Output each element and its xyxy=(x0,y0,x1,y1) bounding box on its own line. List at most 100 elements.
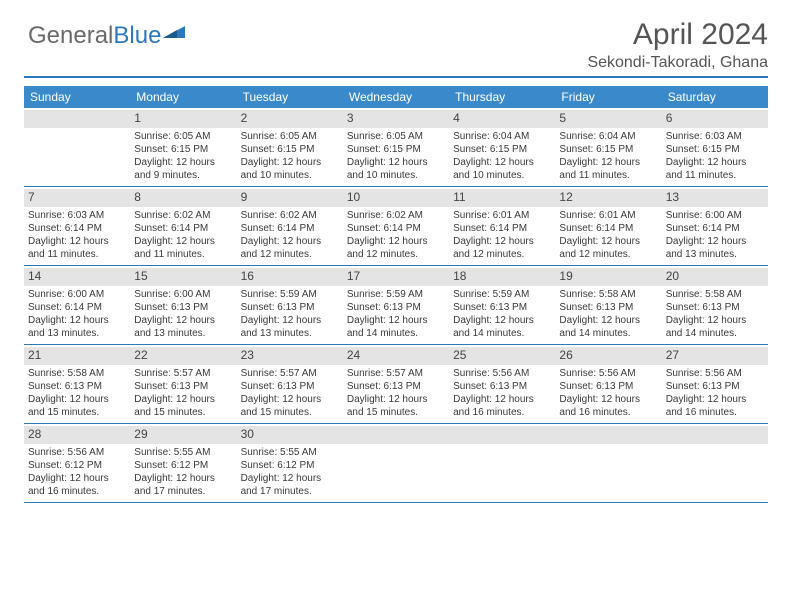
sunset-text: Sunset: 6:14 PM xyxy=(28,222,126,235)
daylight-text-1: Daylight: 12 hours xyxy=(453,156,551,169)
calendar-day: 24Sunrise: 5:57 AMSunset: 6:13 PMDayligh… xyxy=(343,345,449,423)
calendar-day: 2Sunrise: 6:05 AMSunset: 6:15 PMDaylight… xyxy=(237,108,343,186)
calendar-week: 21Sunrise: 5:58 AMSunset: 6:13 PMDayligh… xyxy=(24,345,768,424)
sunrise-text: Sunrise: 5:59 AM xyxy=(241,288,339,301)
calendar-week: 28Sunrise: 5:56 AMSunset: 6:12 PMDayligh… xyxy=(24,424,768,503)
sunset-text: Sunset: 6:13 PM xyxy=(241,380,339,393)
daylight-text-2: and 17 minutes. xyxy=(134,485,232,498)
sunrise-text: Sunrise: 5:57 AM xyxy=(347,367,445,380)
daylight-text-2: and 10 minutes. xyxy=(347,169,445,182)
sunrise-text: Sunrise: 6:05 AM xyxy=(347,130,445,143)
sunset-text: Sunset: 6:13 PM xyxy=(241,301,339,314)
page-subtitle: Sekondi-Takoradi, Ghana xyxy=(24,54,768,78)
day-number: 29 xyxy=(130,426,236,444)
daylight-text-2: and 11 minutes. xyxy=(134,248,232,261)
weekday-header: Wednesday xyxy=(343,86,449,108)
daylight-text-1: Daylight: 12 hours xyxy=(559,314,657,327)
calendar-day: 15Sunrise: 6:00 AMSunset: 6:13 PMDayligh… xyxy=(130,266,236,344)
daylight-text-2: and 17 minutes. xyxy=(241,485,339,498)
sunset-text: Sunset: 6:12 PM xyxy=(134,459,232,472)
weekday-header: Monday xyxy=(130,86,236,108)
calendar-day: 10Sunrise: 6:02 AMSunset: 6:14 PMDayligh… xyxy=(343,187,449,265)
daylight-text-1: Daylight: 12 hours xyxy=(241,235,339,248)
sunset-text: Sunset: 6:15 PM xyxy=(241,143,339,156)
day-number: 1 xyxy=(130,110,236,128)
daylight-text-1: Daylight: 12 hours xyxy=(666,393,764,406)
day-number: 6 xyxy=(662,110,768,128)
weekday-header: Sunday xyxy=(24,86,130,108)
daylight-text-2: and 12 minutes. xyxy=(453,248,551,261)
sunset-text: Sunset: 6:13 PM xyxy=(559,380,657,393)
sunset-text: Sunset: 6:13 PM xyxy=(134,380,232,393)
daylight-text-1: Daylight: 12 hours xyxy=(241,393,339,406)
day-number: 11 xyxy=(449,189,555,207)
daylight-text-1: Daylight: 12 hours xyxy=(347,314,445,327)
day-number: 2 xyxy=(237,110,343,128)
daylight-text-2: and 16 minutes. xyxy=(28,485,126,498)
calendar-day: 17Sunrise: 5:59 AMSunset: 6:13 PMDayligh… xyxy=(343,266,449,344)
calendar-day: 3Sunrise: 6:05 AMSunset: 6:15 PMDaylight… xyxy=(343,108,449,186)
day-number xyxy=(343,426,449,444)
calendar-day xyxy=(449,424,555,502)
calendar-day xyxy=(555,424,661,502)
daylight-text-2: and 11 minutes. xyxy=(559,169,657,182)
daylight-text-2: and 14 minutes. xyxy=(666,327,764,340)
day-number: 8 xyxy=(130,189,236,207)
sunset-text: Sunset: 6:13 PM xyxy=(28,380,126,393)
calendar-day xyxy=(662,424,768,502)
weekday-header: Thursday xyxy=(449,86,555,108)
sunset-text: Sunset: 6:12 PM xyxy=(241,459,339,472)
daylight-text-1: Daylight: 12 hours xyxy=(347,156,445,169)
daylight-text-1: Daylight: 12 hours xyxy=(134,393,232,406)
sunset-text: Sunset: 6:14 PM xyxy=(241,222,339,235)
day-number: 20 xyxy=(662,268,768,286)
sunset-text: Sunset: 6:13 PM xyxy=(559,301,657,314)
sunset-text: Sunset: 6:13 PM xyxy=(134,301,232,314)
daylight-text-2: and 13 minutes. xyxy=(134,327,232,340)
calendar-day: 18Sunrise: 5:59 AMSunset: 6:13 PMDayligh… xyxy=(449,266,555,344)
weekday-header: Tuesday xyxy=(237,86,343,108)
day-number xyxy=(555,426,661,444)
calendar-day: 21Sunrise: 5:58 AMSunset: 6:13 PMDayligh… xyxy=(24,345,130,423)
day-number: 4 xyxy=(449,110,555,128)
daylight-text-1: Daylight: 12 hours xyxy=(241,156,339,169)
daylight-text-2: and 15 minutes. xyxy=(241,406,339,419)
day-number xyxy=(662,426,768,444)
sunset-text: Sunset: 6:15 PM xyxy=(666,143,764,156)
sunrise-text: Sunrise: 6:05 AM xyxy=(134,130,232,143)
sunset-text: Sunset: 6:14 PM xyxy=(666,222,764,235)
sunset-text: Sunset: 6:14 PM xyxy=(134,222,232,235)
brand-text-1: General xyxy=(28,22,113,50)
calendar-day: 13Sunrise: 6:00 AMSunset: 6:14 PMDayligh… xyxy=(662,187,768,265)
weekday-header-row: SundayMondayTuesdayWednesdayThursdayFrid… xyxy=(24,86,768,108)
daylight-text-2: and 12 minutes. xyxy=(347,248,445,261)
calendar-day: 30Sunrise: 5:55 AMSunset: 6:12 PMDayligh… xyxy=(237,424,343,502)
day-number: 5 xyxy=(555,110,661,128)
sunrise-text: Sunrise: 6:01 AM xyxy=(559,209,657,222)
calendar: SundayMondayTuesdayWednesdayThursdayFrid… xyxy=(24,86,768,503)
sunset-text: Sunset: 6:14 PM xyxy=(28,301,126,314)
sunset-text: Sunset: 6:14 PM xyxy=(453,222,551,235)
sunrise-text: Sunrise: 5:57 AM xyxy=(241,367,339,380)
sunrise-text: Sunrise: 5:56 AM xyxy=(666,367,764,380)
day-number: 10 xyxy=(343,189,449,207)
sunrise-text: Sunrise: 6:01 AM xyxy=(453,209,551,222)
calendar-day: 11Sunrise: 6:01 AMSunset: 6:14 PMDayligh… xyxy=(449,187,555,265)
calendar-day: 20Sunrise: 5:58 AMSunset: 6:13 PMDayligh… xyxy=(662,266,768,344)
sunset-text: Sunset: 6:13 PM xyxy=(453,380,551,393)
day-number: 18 xyxy=(449,268,555,286)
calendar-day: 6Sunrise: 6:03 AMSunset: 6:15 PMDaylight… xyxy=(662,108,768,186)
daylight-text-1: Daylight: 12 hours xyxy=(241,472,339,485)
calendar-day: 1Sunrise: 6:05 AMSunset: 6:15 PMDaylight… xyxy=(130,108,236,186)
calendar-week: 7Sunrise: 6:03 AMSunset: 6:14 PMDaylight… xyxy=(24,187,768,266)
day-number xyxy=(449,426,555,444)
daylight-text-2: and 10 minutes. xyxy=(453,169,551,182)
daylight-text-2: and 12 minutes. xyxy=(559,248,657,261)
calendar-week: 14Sunrise: 6:00 AMSunset: 6:14 PMDayligh… xyxy=(24,266,768,345)
sunrise-text: Sunrise: 5:55 AM xyxy=(134,446,232,459)
day-number xyxy=(24,110,130,128)
daylight-text-1: Daylight: 12 hours xyxy=(28,472,126,485)
sunset-text: Sunset: 6:13 PM xyxy=(347,301,445,314)
daylight-text-1: Daylight: 12 hours xyxy=(28,393,126,406)
daylight-text-2: and 15 minutes. xyxy=(134,406,232,419)
